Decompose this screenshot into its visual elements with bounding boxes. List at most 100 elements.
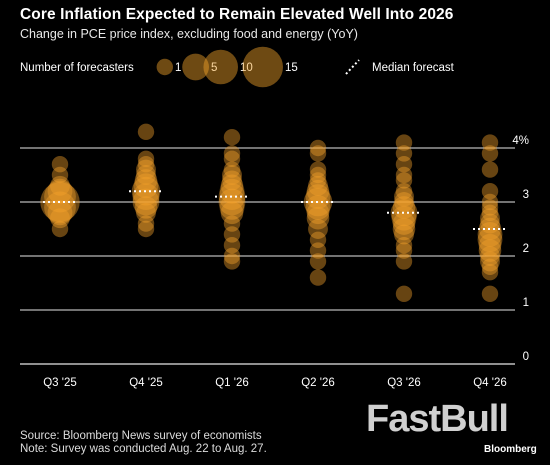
forecast-bubble — [480, 246, 500, 266]
y-tick-label: 2 — [523, 243, 529, 255]
forecast-bubble — [220, 201, 244, 225]
forecast-bubble — [222, 165, 242, 185]
forecast-bubble — [309, 242, 327, 259]
forecast-bubble — [481, 183, 499, 200]
forecast-bubble — [44, 180, 76, 213]
forecast-bubble — [306, 179, 330, 203]
legend-bubble-label: 15 — [285, 62, 298, 74]
forecast-bubble — [309, 269, 327, 286]
forecast-bubble — [481, 161, 499, 178]
legend-median-marker — [345, 59, 360, 75]
forecast-bubble — [306, 206, 330, 230]
source-note: Source: Bloomberg News survey of economi… — [20, 430, 262, 442]
forecast-bubble — [134, 169, 158, 192]
legend-bubble — [203, 49, 238, 85]
forecast-bubble — [218, 188, 246, 216]
forecast-bubble — [51, 156, 69, 173]
forecast-bubble — [219, 195, 245, 220]
forecast-bubble — [223, 247, 241, 265]
forecast-bubble — [136, 165, 156, 185]
forecast-bubble — [223, 150, 241, 167]
y-tick-label: 3 — [523, 189, 529, 201]
forecast-bubble — [395, 156, 413, 173]
legend-size-items: 1 5 10 15 — [156, 46, 298, 88]
x-tick-label: Q4 '26 — [473, 377, 507, 389]
forecast-bubble — [44, 191, 76, 224]
y-tick-labels: 0 1 2 3 4% — [512, 135, 529, 363]
forecast-bubble — [481, 258, 499, 275]
chart-subtitle: Change in PCE price index, excluding foo… — [20, 27, 358, 41]
forecast-bubble — [478, 239, 502, 262]
forecast-bubble — [309, 161, 327, 178]
forecast-bubble — [308, 175, 328, 196]
forecast-bubble — [223, 161, 241, 178]
forecast-bubble — [137, 150, 155, 167]
legend-bubble-label: 10 — [240, 62, 253, 74]
gridlines — [20, 147, 515, 365]
legend-median-label: Median forecast — [372, 62, 455, 74]
forecast-bubble — [481, 285, 499, 302]
x-tick-label: Q1 '26 — [215, 377, 249, 389]
forecast-bubble — [40, 182, 80, 222]
forecast-bubble — [50, 175, 70, 196]
forecast-bubble — [309, 139, 327, 157]
median-markers — [43, 190, 507, 230]
forecast-bubble — [395, 237, 413, 254]
forecast-bubble — [309, 231, 327, 248]
forecast-bubble — [47, 200, 73, 226]
y-tick-label: 4% — [512, 135, 529, 147]
forecast-bubble — [50, 208, 70, 229]
y-tick-label: 1 — [523, 297, 529, 309]
y-tick-label: 0 — [523, 351, 529, 363]
forecast-bubble — [223, 237, 241, 254]
forecast-bubble — [223, 226, 241, 243]
forecast-bubble — [137, 220, 155, 238]
watermark-logo: FastBull — [366, 398, 509, 440]
forecast-bubble — [481, 199, 499, 216]
forecast-bubble — [480, 251, 500, 272]
legend-bubble-label: 5 — [211, 62, 217, 74]
forecast-bubble — [481, 145, 499, 162]
forecast-bubble — [481, 193, 499, 211]
forecast-bubble — [308, 219, 328, 239]
forecast-bubble — [392, 212, 416, 235]
legend: Number of forecasters 1 5 10 15 Median fore… — [20, 46, 455, 88]
forecast-bubble — [395, 242, 413, 259]
forecast-bubble — [395, 183, 413, 200]
forecast-bubble — [309, 145, 327, 162]
forecast-bubble — [132, 188, 160, 216]
forecast-bubble — [394, 224, 414, 245]
forecast-bubble — [309, 172, 327, 189]
forecast-bubble — [223, 145, 241, 162]
forecast-bubble — [137, 123, 155, 140]
forecast-bubble — [137, 215, 155, 232]
survey-note: Note: Survey was conducted Aug. 22 to Au… — [20, 443, 267, 455]
forecast-bubble — [222, 170, 242, 191]
forecast-bubble — [223, 215, 241, 232]
forecast-bubble — [480, 208, 500, 229]
forecast-bubble — [309, 253, 327, 270]
chart-title: Core Inflation Expected to Remain Elevat… — [20, 6, 454, 23]
forecast-bubble — [481, 134, 499, 151]
forecast-bubble — [306, 201, 330, 225]
forecast-bubble — [395, 145, 413, 162]
forecast-bubble — [395, 172, 413, 189]
x-tick-labels: Q3 '25 Q4 '25 Q1 '26 Q2 '26 Q3 '26 Q4 '26 — [43, 377, 507, 389]
forecast-bubble — [136, 202, 156, 223]
legend-bubble — [156, 58, 173, 76]
forecast-bubble — [132, 183, 160, 210]
forecast-bubble — [136, 159, 156, 180]
forecast-bubble — [223, 253, 241, 270]
forecast-bubble — [481, 264, 499, 281]
forecast-bubble — [477, 227, 503, 253]
forecast-bubble — [395, 134, 413, 151]
forecast-bubble — [481, 204, 499, 221]
forecast-bubble — [220, 174, 244, 198]
forecast-bubble — [395, 253, 413, 270]
forecast-bubble — [134, 196, 158, 219]
forecast-bubble — [47, 178, 73, 204]
x-tick-label: Q2 '26 — [301, 377, 335, 389]
legend-bubble — [242, 46, 283, 88]
x-tick-label: Q3 '25 — [43, 377, 77, 389]
